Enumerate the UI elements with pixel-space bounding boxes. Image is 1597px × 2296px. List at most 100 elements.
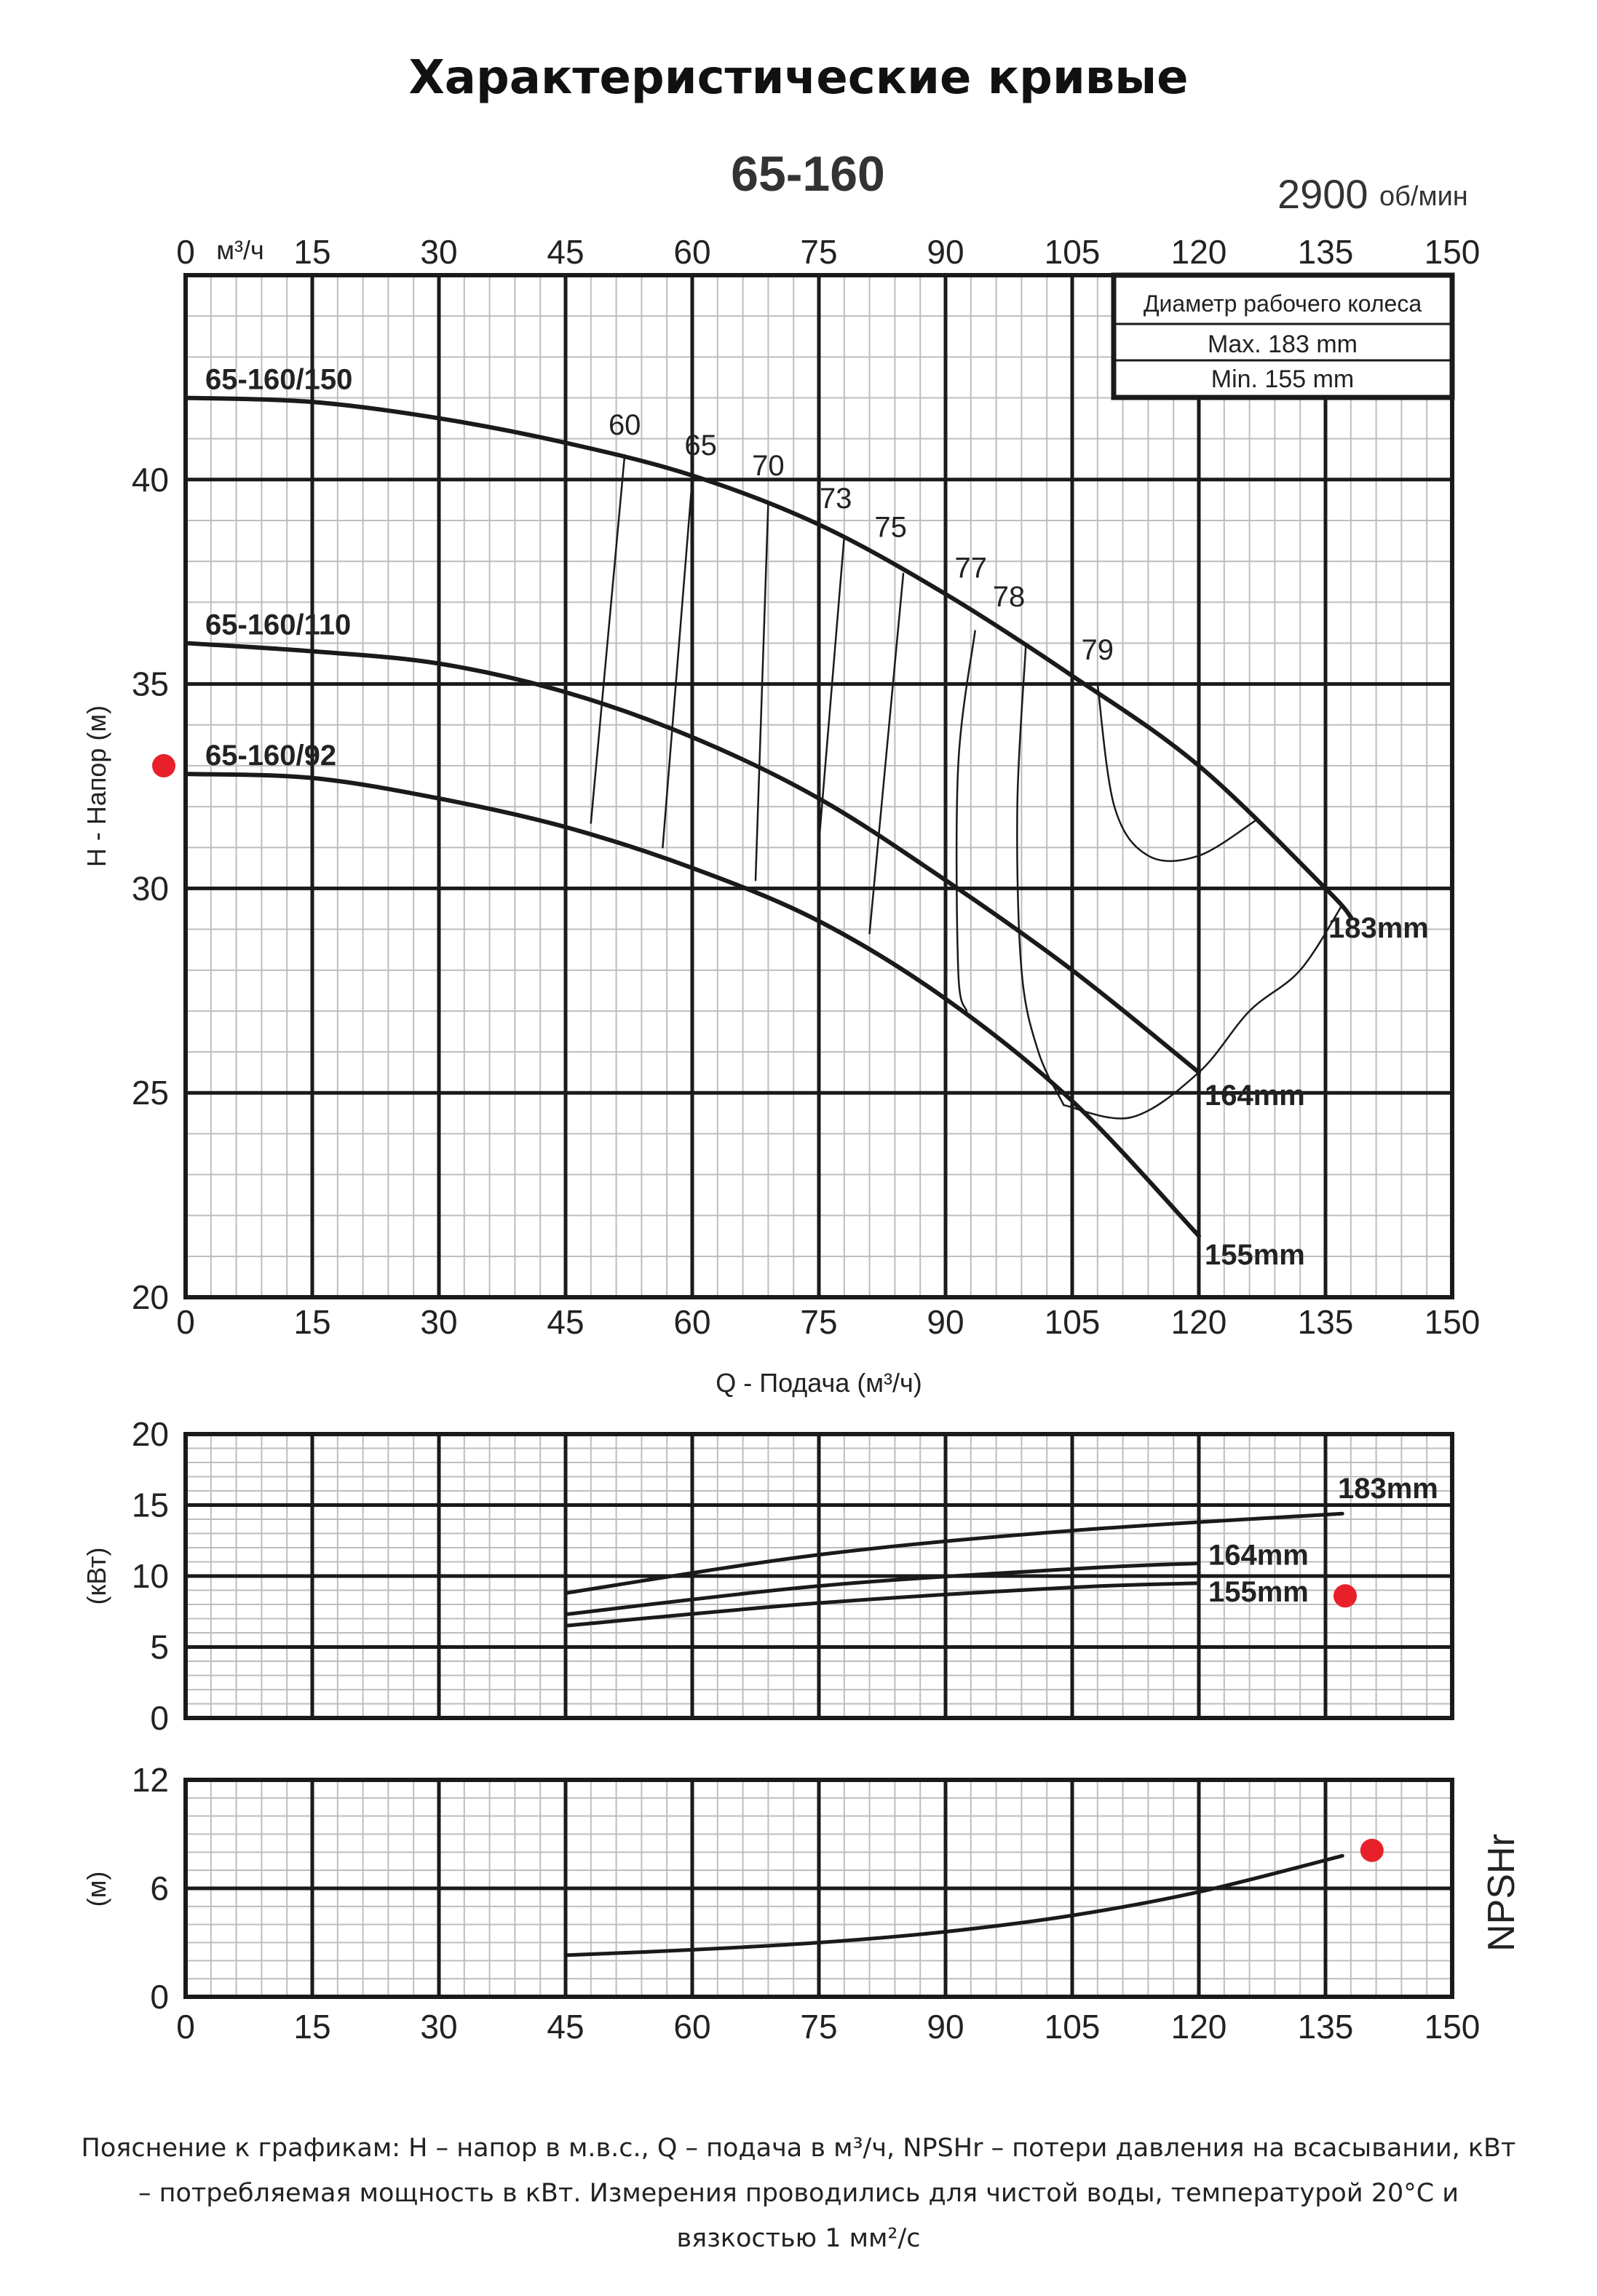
- y-tick-label: 0: [150, 1978, 169, 2016]
- efficiency-label: 79: [1082, 634, 1114, 666]
- top-x-tick-label: 15: [293, 233, 330, 271]
- power-frame: [183, 1432, 1454, 1720]
- x-tick-label: 90: [927, 1303, 964, 1341]
- y-axis-title: H - Напор (м): [82, 705, 111, 867]
- x-tick-label: 105: [1045, 1303, 1101, 1341]
- y-tick-label: 5: [150, 1628, 169, 1666]
- npshr-side-label: NPSHr: [1481, 1834, 1523, 1952]
- speed-unit: об/мин: [1379, 181, 1468, 212]
- npsh-frame: [183, 1778, 1454, 1999]
- top-x-tick-label: 30: [420, 233, 457, 271]
- y-tick-label: 30: [132, 869, 169, 907]
- y-tick-label: 0: [150, 1699, 169, 1737]
- top-x-tick-label: 60: [673, 233, 710, 271]
- legend-heading: Диаметр рабочего колеса: [1144, 290, 1422, 317]
- efficiency-line: [754, 503, 769, 882]
- y-axis-title: (кВт): [82, 1547, 111, 1604]
- head-curve: [183, 395, 1353, 919]
- efficiency-label: 70: [752, 450, 785, 482]
- top-x-tick-label: 75: [800, 233, 837, 271]
- power-curve: [563, 1511, 1344, 1595]
- efficiency-line: [817, 536, 846, 844]
- y-tick-label: 12: [132, 1761, 169, 1799]
- y-tick-label: 10: [132, 1557, 169, 1595]
- series-name-label: 65-160/92: [205, 740, 336, 772]
- series-name-label: 65-160/150: [205, 363, 352, 395]
- series-name-label: 65-160/110: [205, 609, 351, 641]
- x-tick-label: 0: [176, 2008, 195, 2046]
- x-tick-label: 150: [1424, 1303, 1481, 1341]
- y-tick-label: 35: [132, 665, 169, 703]
- chart-footnote: Пояснение к графикам: H – напор в м.в.с.…: [81, 2134, 1516, 2253]
- page-title: Характеристические кривые: [408, 51, 1189, 105]
- x-tick-label: 0: [176, 1303, 195, 1341]
- series-end-label: 183mm: [1338, 1473, 1438, 1505]
- head-curve: [183, 772, 1201, 1238]
- chart-title: 65-160: [731, 146, 885, 202]
- x-tick-label: 15: [293, 2008, 330, 2046]
- efficiency-line: [1016, 646, 1065, 1107]
- top-x-tick-label: 150: [1424, 233, 1481, 271]
- x-tick-label: 135: [1298, 1303, 1354, 1341]
- top-x-tick-label: 0: [176, 233, 195, 271]
- series-end-label: 164mm: [1205, 1080, 1305, 1112]
- efficiency-label: 65: [684, 429, 717, 462]
- npsh-curve: [563, 1853, 1344, 1957]
- y-tick-label: 20: [132, 1278, 169, 1316]
- efficiency-line: [1096, 683, 1259, 863]
- x-tick-label: 120: [1171, 2008, 1227, 2046]
- efficiency-line: [590, 454, 626, 824]
- efficiency-line: [955, 630, 976, 1013]
- red-marker: [1360, 1838, 1384, 1862]
- red-marker: [1334, 1584, 1357, 1608]
- series-end-label: 155mm: [1208, 1576, 1309, 1608]
- efficiency-line: [868, 572, 905, 935]
- power-curve: [563, 1561, 1201, 1617]
- legend-min-row: Min. 155 mm: [1211, 365, 1355, 393]
- top-x-tick-label: 135: [1298, 233, 1354, 271]
- x-tick-label: 45: [547, 2008, 584, 2046]
- x-tick-label: 45: [547, 1303, 584, 1341]
- top-x-unit-label: м³/ч: [216, 235, 264, 265]
- power-curve: [563, 1581, 1201, 1628]
- efficiency-label: 75: [874, 511, 907, 543]
- top-x-tick-label: 105: [1045, 233, 1101, 271]
- efficiency-label: 73: [820, 483, 852, 515]
- head-frame: [183, 273, 1454, 1299]
- x-tick-label: 75: [800, 2008, 837, 2046]
- head-curve: [183, 641, 1201, 1075]
- series-end-label: 183mm: [1328, 912, 1429, 944]
- x-tick-label: 60: [673, 2008, 710, 2046]
- series-end-label: 155mm: [1205, 1239, 1305, 1271]
- efficiency-label: 78: [993, 581, 1026, 613]
- y-tick-label: 20: [132, 1415, 169, 1453]
- efficiency-label: 60: [609, 409, 641, 441]
- y-axis-title: (м): [82, 1872, 111, 1907]
- x-tick-label: 60: [673, 1303, 710, 1341]
- red-marker: [152, 753, 175, 777]
- x-tick-label: 30: [420, 2008, 457, 2046]
- efficiency-line: [662, 478, 694, 849]
- x-tick-label: 135: [1298, 2008, 1354, 2046]
- top-x-tick-label: 120: [1171, 233, 1227, 271]
- efficiency-label: 77: [955, 553, 988, 585]
- x-tick-label: 150: [1424, 2008, 1481, 2046]
- efficiency-line: [1063, 903, 1344, 1120]
- x-tick-label: 105: [1045, 2008, 1101, 2046]
- top-x-tick-label: 90: [927, 233, 964, 271]
- speed-value: 2900: [1277, 171, 1368, 217]
- x-axis-title: Q - Подача (м³/ч): [716, 1368, 922, 1398]
- x-tick-label: 90: [927, 2008, 964, 2046]
- legend-max-row: Max. 183 mm: [1208, 330, 1358, 358]
- series-end-label: 164mm: [1208, 1539, 1309, 1571]
- y-tick-label: 40: [132, 461, 169, 499]
- y-tick-label: 6: [150, 1869, 169, 1907]
- legend-box: [1111, 272, 1455, 400]
- x-tick-label: 15: [293, 1303, 330, 1341]
- x-tick-label: 120: [1171, 1303, 1227, 1341]
- y-tick-label: 15: [132, 1487, 169, 1524]
- y-tick-label: 25: [132, 1074, 169, 1112]
- x-tick-label: 75: [800, 1303, 837, 1341]
- x-tick-label: 30: [420, 1303, 457, 1341]
